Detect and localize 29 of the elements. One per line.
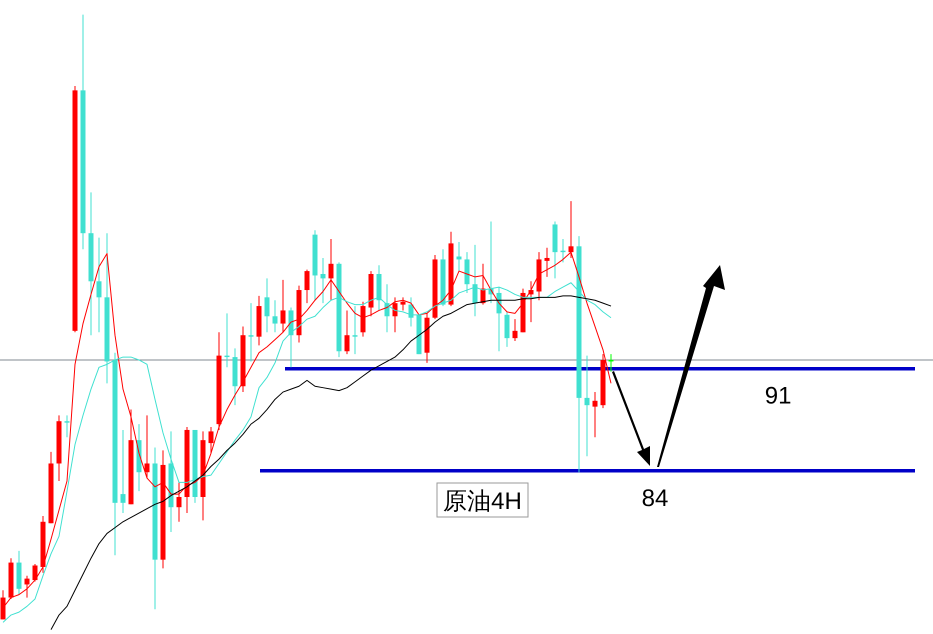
candlestick xyxy=(584,355,590,457)
candlestick xyxy=(224,312,230,368)
candlestick xyxy=(456,241,462,272)
candlestick xyxy=(176,482,182,522)
ref-line-label: 91 xyxy=(764,382,792,410)
candlestick xyxy=(400,296,406,311)
candlestick xyxy=(344,310,350,355)
candlestick xyxy=(592,392,598,438)
ref-line-label: 84 xyxy=(642,484,668,512)
candlestick xyxy=(144,414,150,479)
candlestick xyxy=(64,414,70,438)
candlestick xyxy=(304,269,310,304)
candlestick xyxy=(264,278,270,333)
candlestick xyxy=(96,237,102,333)
candlestick xyxy=(504,311,510,348)
candlestick xyxy=(512,318,518,342)
candlestick xyxy=(280,279,286,333)
candlestick xyxy=(24,575,30,598)
candlestick xyxy=(272,300,278,333)
candlestick xyxy=(120,429,126,514)
candlestick xyxy=(352,306,358,355)
candlestick xyxy=(32,564,38,582)
candlestick xyxy=(560,238,566,263)
annotation: 原油4H xyxy=(443,488,522,515)
candlestick xyxy=(248,302,254,362)
candlestick xyxy=(608,354,614,372)
candlestick xyxy=(208,426,214,454)
candlestick xyxy=(392,296,398,333)
candlestick xyxy=(320,257,326,304)
